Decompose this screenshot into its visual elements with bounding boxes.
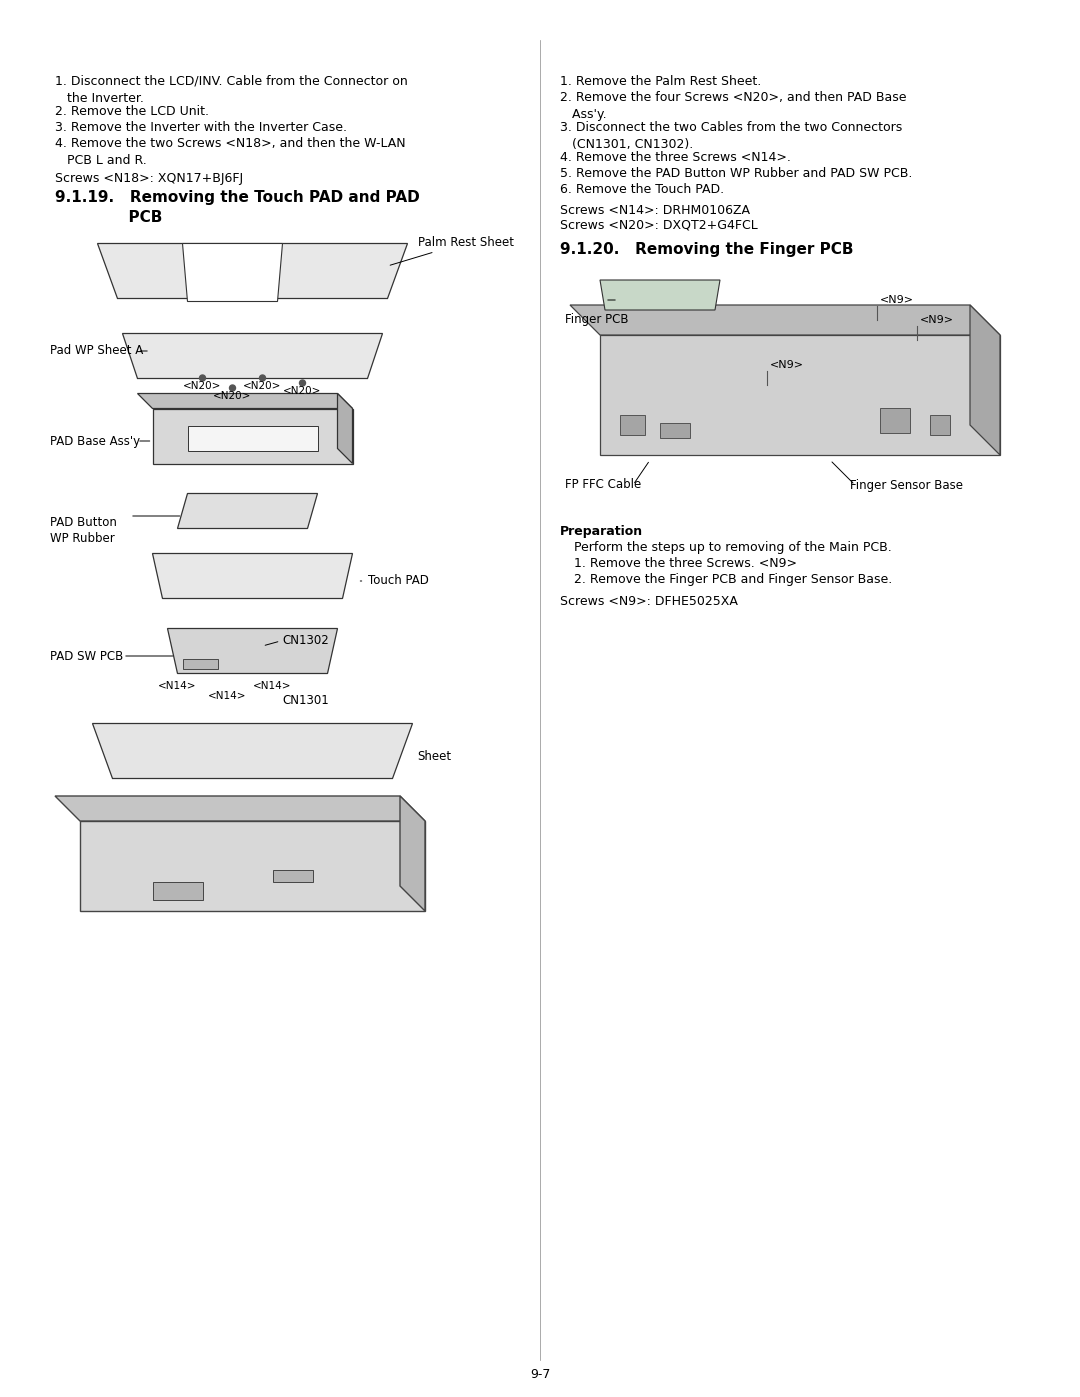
Text: PAD SW PCB: PAD SW PCB bbox=[50, 650, 123, 662]
Bar bbox=[272, 870, 312, 882]
Bar bbox=[620, 415, 645, 434]
Text: 4. Remove the three Screws <N14>.: 4. Remove the three Screws <N14>. bbox=[561, 151, 791, 163]
Polygon shape bbox=[600, 279, 720, 310]
Text: Screws <N14>: DRHM0106ZA: Screws <N14>: DRHM0106ZA bbox=[561, 204, 750, 217]
Bar bbox=[880, 408, 910, 433]
Polygon shape bbox=[93, 724, 413, 778]
Text: 9-7: 9-7 bbox=[530, 1369, 550, 1382]
Text: PAD Base Ass'y: PAD Base Ass'y bbox=[50, 434, 140, 447]
Text: 5. Remove the PAD Button WP Rubber and PAD SW PCB.: 5. Remove the PAD Button WP Rubber and P… bbox=[561, 168, 913, 180]
Text: Sheet: Sheet bbox=[418, 750, 451, 763]
Text: 3. Remove the Inverter with the Inverter Case.: 3. Remove the Inverter with the Inverter… bbox=[55, 122, 347, 134]
Text: 1. Remove the three Screws. <N9>: 1. Remove the three Screws. <N9> bbox=[573, 557, 797, 570]
Text: Screws <N20>: DXQT2+G4FCL: Screws <N20>: DXQT2+G4FCL bbox=[561, 219, 758, 232]
Text: 9.1.19.   Removing the Touch PAD and PAD
              PCB: 9.1.19. Removing the Touch PAD and PAD P… bbox=[55, 190, 420, 225]
Text: <N20>: <N20> bbox=[283, 386, 322, 395]
Polygon shape bbox=[337, 394, 352, 464]
Text: <N20>: <N20> bbox=[243, 381, 282, 391]
Text: <N9>: <N9> bbox=[770, 360, 804, 370]
Text: <N14>: <N14> bbox=[159, 680, 197, 692]
Polygon shape bbox=[97, 243, 407, 299]
Text: Finger PCB: Finger PCB bbox=[565, 313, 629, 327]
Polygon shape bbox=[570, 305, 1000, 335]
Polygon shape bbox=[183, 243, 283, 302]
Text: <N14>: <N14> bbox=[208, 692, 246, 701]
Text: <N9>: <N9> bbox=[920, 314, 954, 326]
Text: <N20>: <N20> bbox=[184, 381, 221, 391]
Polygon shape bbox=[970, 305, 1000, 455]
Bar bbox=[188, 426, 318, 451]
Circle shape bbox=[299, 380, 306, 386]
Polygon shape bbox=[600, 335, 1000, 455]
Polygon shape bbox=[122, 334, 382, 379]
Polygon shape bbox=[80, 821, 426, 911]
Text: Preparation: Preparation bbox=[561, 525, 643, 538]
Text: 2. Remove the Finger PCB and Finger Sensor Base.: 2. Remove the Finger PCB and Finger Sens… bbox=[573, 573, 892, 585]
Polygon shape bbox=[137, 394, 352, 408]
Bar bbox=[183, 658, 217, 669]
Text: Screws <N18>: XQN17+BJ6FJ: Screws <N18>: XQN17+BJ6FJ bbox=[55, 172, 243, 184]
Bar bbox=[660, 422, 690, 437]
Circle shape bbox=[229, 386, 235, 391]
Text: 3. Disconnect the two Cables from the two Connectors
   (CN1301, CN1302).: 3. Disconnect the two Cables from the tw… bbox=[561, 122, 902, 151]
Text: 4. Remove the two Screws <N18>, and then the W-LAN
   PCB L and R.: 4. Remove the two Screws <N18>, and then… bbox=[55, 137, 406, 168]
Text: PAD Button
WP Rubber: PAD Button WP Rubber bbox=[50, 515, 117, 545]
Text: 1. Disconnect the LCD/INV. Cable from the Connector on
   the Inverter.: 1. Disconnect the LCD/INV. Cable from th… bbox=[55, 75, 408, 105]
Bar bbox=[930, 415, 950, 434]
Text: 6. Remove the Touch PAD.: 6. Remove the Touch PAD. bbox=[561, 183, 724, 196]
Text: 9.1.20.   Removing the Finger PCB: 9.1.20. Removing the Finger PCB bbox=[561, 242, 853, 257]
Text: Touch PAD: Touch PAD bbox=[367, 574, 429, 588]
Text: Perform the steps up to removing of the Main PCB.: Perform the steps up to removing of the … bbox=[573, 541, 892, 555]
Text: 1. Remove the Palm Rest Sheet.: 1. Remove the Palm Rest Sheet. bbox=[561, 75, 761, 88]
Text: Finger Sensor Base: Finger Sensor Base bbox=[850, 479, 963, 492]
Text: 2. Remove the four Screws <N20>, and then PAD Base
   Ass'y.: 2. Remove the four Screws <N20>, and the… bbox=[561, 91, 906, 122]
Polygon shape bbox=[167, 629, 337, 673]
Text: <N14>: <N14> bbox=[253, 680, 292, 692]
Text: Screws <N9>: DFHE5025XA: Screws <N9>: DFHE5025XA bbox=[561, 595, 738, 608]
Bar bbox=[152, 882, 203, 900]
Circle shape bbox=[200, 374, 205, 381]
Circle shape bbox=[259, 374, 266, 381]
Polygon shape bbox=[177, 493, 318, 528]
Text: CN1301: CN1301 bbox=[283, 694, 329, 707]
Text: 2. Remove the LCD Unit.: 2. Remove the LCD Unit. bbox=[55, 105, 210, 117]
Polygon shape bbox=[55, 796, 426, 821]
Polygon shape bbox=[400, 796, 426, 911]
Text: Pad WP Sheet A: Pad WP Sheet A bbox=[50, 345, 144, 358]
Text: FP FFC Cable: FP FFC Cable bbox=[565, 479, 642, 492]
Text: <N9>: <N9> bbox=[880, 295, 914, 305]
Text: Palm Rest Sheet: Palm Rest Sheet bbox=[390, 236, 513, 265]
Polygon shape bbox=[152, 408, 352, 464]
Text: CN1302: CN1302 bbox=[283, 634, 329, 647]
Text: <N20>: <N20> bbox=[214, 391, 252, 401]
Polygon shape bbox=[152, 553, 352, 598]
